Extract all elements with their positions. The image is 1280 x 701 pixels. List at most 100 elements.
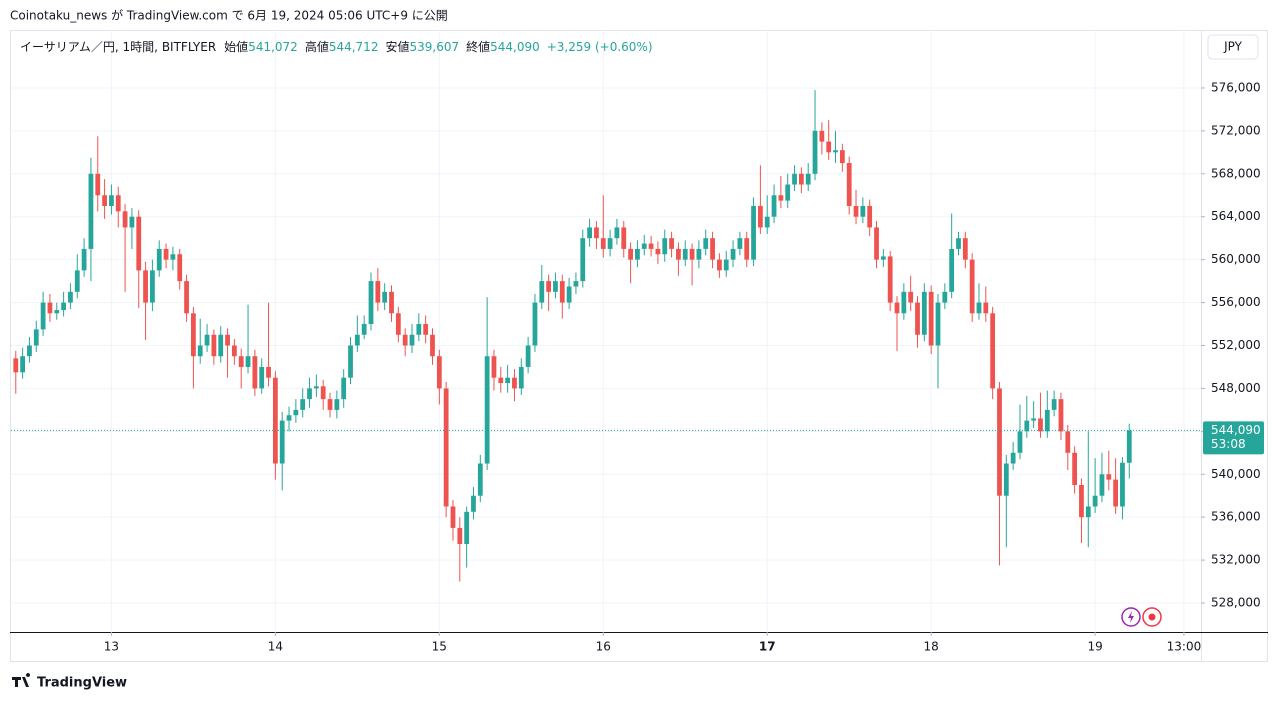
- symbol-title: イーサリアム／円, 1時間, BITFLYER: [20, 40, 217, 54]
- candle-body: [505, 377, 511, 384]
- last-price-tag: [1203, 421, 1264, 455]
- candle-body: [191, 313, 196, 357]
- candle-body: [361, 324, 367, 335]
- candle-body: [778, 195, 784, 201]
- candle-body: [259, 366, 265, 389]
- x-tick-label: 16: [596, 640, 611, 654]
- y-tick-label: 572,000: [1211, 123, 1261, 137]
- footer-brand: TradingView: [37, 676, 127, 691]
- candle-body: [163, 248, 169, 260]
- candle-body: [272, 377, 278, 464]
- lightning-glyph: [1128, 611, 1134, 623]
- candle-body: [1024, 420, 1030, 432]
- candle-body: [197, 345, 203, 357]
- candle-body: [1113, 479, 1119, 507]
- candle-body: [826, 141, 832, 153]
- candle-body: [580, 238, 586, 282]
- candle-body: [628, 248, 633, 260]
- candle-body: [47, 302, 53, 314]
- candle-body: [1058, 399, 1064, 432]
- candle-body: [1126, 430, 1132, 463]
- ohlc-value: 544,090: [490, 40, 540, 54]
- candle-body: [471, 495, 476, 512]
- candle-body: [1003, 463, 1009, 496]
- candle-body: [1072, 452, 1078, 485]
- candle-body: [1065, 431, 1071, 453]
- candle-body: [423, 324, 429, 335]
- candle-body: [908, 291, 914, 303]
- candle-body: [737, 238, 743, 249]
- y-tick-label: 556,000: [1211, 295, 1261, 309]
- candle-body: [279, 420, 285, 464]
- candle-body: [115, 195, 121, 212]
- candle-body: [771, 195, 777, 217]
- candle-body: [949, 248, 955, 292]
- candle-body: [853, 205, 859, 217]
- legend: イーサリアム／円, 1時間, BITFLYER 始値541,072 高値544,71…: [20, 38, 653, 55]
- candle-body: [300, 399, 306, 410]
- candle-body: [717, 259, 722, 271]
- ohlc-label: 高値: [304, 40, 329, 54]
- y-tick-label: 560,000: [1211, 252, 1261, 266]
- candle-body: [942, 291, 948, 303]
- publish-header: Coinotaku_news が TradingView.com で 6月 19…: [10, 8, 448, 23]
- candle-body: [833, 150, 838, 153]
- frame: [10, 30, 1268, 662]
- candle-body: [81, 248, 87, 271]
- candle-body: [20, 356, 26, 373]
- candle-body: [1017, 431, 1023, 453]
- candle-body: [231, 345, 237, 357]
- candle-body: [102, 195, 107, 206]
- candle-body: [498, 377, 504, 384]
- candle-body: [416, 324, 422, 335]
- candle-body: [594, 227, 599, 239]
- currency-button[interactable]: [1207, 34, 1259, 60]
- candle-body: [430, 334, 435, 357]
- candle-body: [1010, 452, 1016, 464]
- candle-body: [1051, 399, 1057, 410]
- candle-body: [95, 173, 101, 196]
- candle-body: [13, 358, 19, 373]
- candle-body: [122, 211, 128, 228]
- candle-body: [689, 248, 695, 260]
- y-tick-label: 532,000: [1211, 553, 1261, 567]
- candle-body: [1031, 418, 1037, 421]
- candle-body: [464, 511, 470, 545]
- candle-body: [655, 248, 661, 255]
- candle-body: [68, 291, 73, 303]
- candle-body: [539, 281, 545, 303]
- candle-body: [395, 313, 401, 335]
- ohlc-label: 始値: [224, 40, 249, 54]
- candle-body: [54, 310, 60, 314]
- candle-body: [614, 227, 620, 239]
- candle-body: [320, 386, 326, 400]
- candle-body: [238, 356, 244, 367]
- candle-body: [723, 259, 729, 271]
- candle-body: [313, 386, 319, 389]
- y-tick-label: 540,000: [1211, 467, 1261, 481]
- x-tick-label: 14: [268, 640, 283, 654]
- candle-body: [74, 270, 80, 292]
- candle-body: [382, 291, 388, 303]
- candle-body: [676, 248, 681, 260]
- candle-body: [956, 238, 961, 249]
- candle-body: [443, 388, 449, 507]
- candle-body: [1106, 474, 1112, 480]
- candle-body: [894, 302, 900, 314]
- countdown: 53:08: [1211, 437, 1246, 451]
- candle-body: [409, 334, 415, 346]
- candle-body: [1044, 409, 1050, 432]
- candle-body: [921, 291, 927, 335]
- candle-body: [170, 254, 176, 260]
- candle-body: [88, 173, 94, 249]
- candle-body: [744, 238, 750, 260]
- candle-body: [457, 527, 463, 545]
- candle-body: [211, 334, 217, 357]
- candle-body: [334, 399, 340, 410]
- candle-body: [641, 243, 647, 249]
- candle-body: [600, 238, 606, 249]
- candle-body: [976, 302, 982, 314]
- candle-body: [375, 281, 381, 303]
